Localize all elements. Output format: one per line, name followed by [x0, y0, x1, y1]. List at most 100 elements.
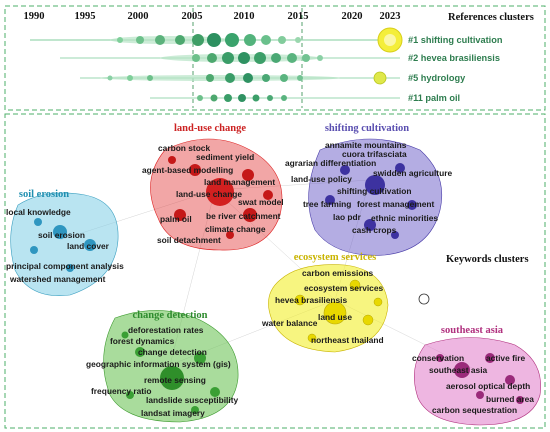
- keyword-node: [436, 354, 444, 362]
- timeline-node: [222, 52, 234, 64]
- keyword-label: deforestation rates: [128, 325, 204, 335]
- keyword-node: [191, 406, 199, 414]
- cluster-title: ecosystem services: [294, 252, 377, 263]
- keyword-node: [407, 200, 417, 210]
- keyword-label: local knowledge: [6, 207, 71, 217]
- keyword-node: [364, 219, 376, 231]
- timeline-node: [136, 36, 144, 44]
- timeline-node: [238, 52, 250, 64]
- keyword-node: [174, 209, 186, 221]
- keyword-label: tree farming: [303, 199, 351, 209]
- timeline-node: [197, 95, 203, 101]
- cluster-shifting-cultivation: shifting cultivation annamite mountains …: [285, 123, 452, 256]
- keyword-node: [454, 362, 470, 378]
- keyword-node: [505, 375, 515, 385]
- keyword-node: [66, 264, 74, 272]
- keyword-node: [340, 165, 350, 175]
- keyword-label: active fire: [486, 353, 525, 363]
- keyword-label: swidden agriculture: [373, 168, 452, 178]
- keyword-label: climate change: [205, 224, 266, 234]
- keyword-node: [168, 156, 176, 164]
- isolated-node: [418, 293, 430, 305]
- keyword-label: ecosystem services: [304, 283, 383, 293]
- keyword-node: [135, 347, 145, 357]
- keyword-node: [30, 246, 38, 254]
- keyword-node: [395, 163, 405, 173]
- keyword-node: [242, 169, 254, 181]
- cluster-southeast-asia: southeast asia conservation active fire …: [412, 325, 542, 426]
- keyword-label: carbon stock: [158, 143, 210, 153]
- keyword-label: land-use change: [176, 189, 242, 199]
- timeline-node: [192, 34, 204, 46]
- keyword-label: cash crops: [352, 225, 397, 235]
- timeline-row-2: #2 hevea brasiliensis: [60, 52, 500, 64]
- timeline-node: [261, 35, 271, 45]
- keyword-node: [121, 331, 129, 339]
- keyword-node: [160, 366, 184, 390]
- timeline-row-1: #1 shifting cultivation: [30, 27, 503, 53]
- timeline-node: [147, 75, 153, 81]
- references-clusters-label: References clusters: [448, 12, 534, 23]
- timeline-node: [295, 37, 301, 43]
- keyword-label: sediment yield: [196, 152, 254, 162]
- timeline-cluster-label: #2 hevea brasiliensis: [408, 53, 500, 63]
- keyword-node: [325, 195, 335, 205]
- keyword-label: be river catchment: [206, 211, 281, 221]
- keyword-label: aerosol optical depth: [446, 381, 530, 391]
- keyword-label: land use: [318, 312, 352, 322]
- timeline-node: [192, 54, 200, 62]
- cluster-title: southeast asia: [441, 325, 504, 336]
- keyword-label: water balance: [261, 318, 318, 328]
- timeline-band: [100, 75, 340, 81]
- keyword-node: [349, 279, 361, 291]
- cluster-ecosystem-services: ecosystem services carbon emissions ecos…: [261, 252, 389, 353]
- timeline-node: [175, 35, 185, 45]
- keyword-node: [243, 208, 257, 222]
- keyword-node: [226, 231, 234, 239]
- keyword-label: carbon sequestration: [432, 405, 517, 415]
- keyword-node: [84, 239, 96, 251]
- timeline-node: [281, 95, 287, 101]
- keyword-label: cuora trifasciata: [342, 149, 407, 159]
- timeline-node: [297, 75, 303, 81]
- timeline-node: [271, 53, 281, 63]
- timeline-node: [262, 74, 270, 82]
- keyword-node: [362, 314, 374, 326]
- timeline-node: [267, 95, 273, 101]
- cluster-title: soil erosion: [19, 189, 69, 200]
- keyword-node: [373, 297, 383, 307]
- cluster-change-detection: change detection deforestation rates for…: [86, 310, 238, 423]
- year-label: 2015: [288, 11, 309, 22]
- keyword-node: [476, 391, 484, 399]
- timeline-cluster-label: #11 palm oil: [408, 93, 460, 103]
- timeline-node: [117, 37, 123, 43]
- keywords-clusters-label: Keywords clusters: [446, 254, 529, 265]
- timeline-node: [278, 36, 286, 44]
- year-label: 2010: [234, 11, 255, 22]
- keyword-label: annamite mountains: [325, 140, 407, 150]
- timeline-node: [224, 94, 232, 102]
- timeline-frame: [4, 5, 546, 111]
- timeline-node: [207, 33, 221, 47]
- keyword-label: change detection: [138, 347, 207, 357]
- keywords-network: land-use change carbon stock sediment yi…: [4, 113, 546, 429]
- keyword-label: forest dynamics: [110, 336, 175, 346]
- year-label: 2005: [182, 11, 203, 22]
- keyword-label: agrarian differentiation: [285, 158, 376, 168]
- timeline-node: [243, 73, 253, 83]
- timeline-node: [317, 55, 323, 61]
- year-label: 1995: [75, 11, 96, 22]
- keyword-label: remote sensing: [144, 375, 206, 385]
- timeline-node: [206, 74, 214, 82]
- keyword-label: land-use policy: [291, 174, 352, 184]
- keyword-label: principal component analysis: [6, 261, 124, 271]
- keyword-node: [323, 301, 347, 325]
- timeline-node: [254, 52, 266, 64]
- cluster-soil-erosion: soil erosion local knowledge soil erosio…: [6, 189, 124, 296]
- timeline-node: [302, 54, 310, 62]
- timeline-node: [225, 73, 235, 83]
- keyword-label: southeast asia: [429, 365, 488, 375]
- keyword-node: [210, 387, 220, 397]
- cluster-title: shifting cultivation: [325, 123, 409, 134]
- timeline-node: [225, 33, 239, 47]
